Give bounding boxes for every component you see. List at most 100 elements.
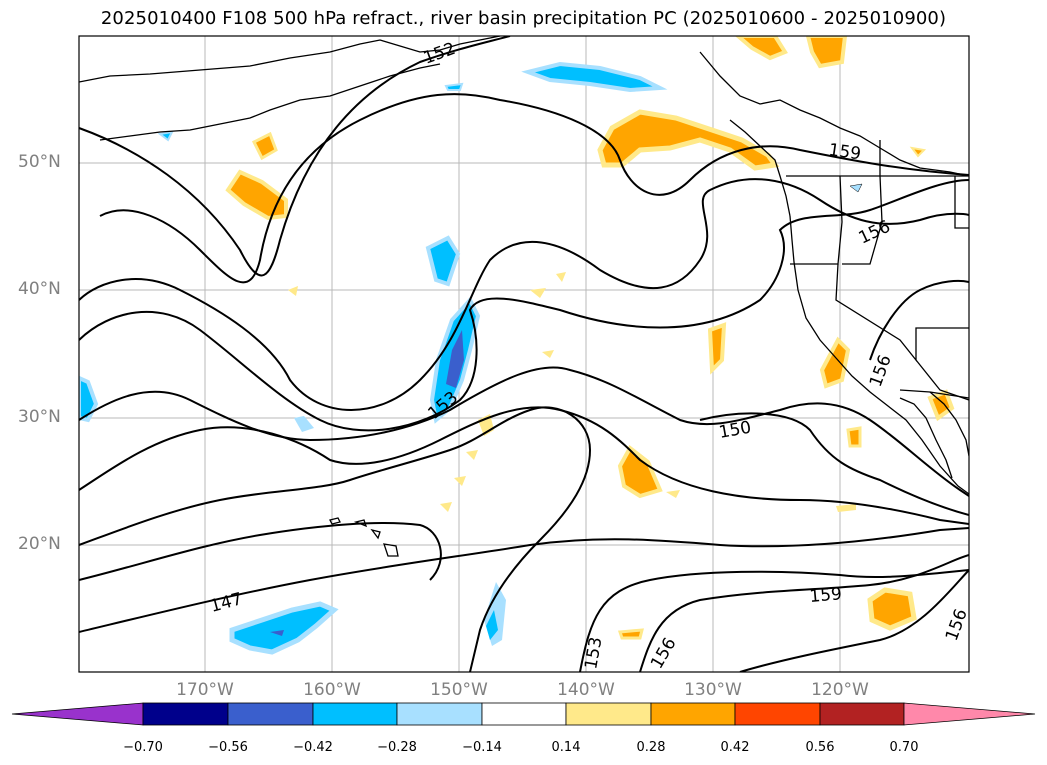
- lat-label-20: 20°N: [18, 534, 61, 554]
- shade-pos-small4: [836, 504, 856, 512]
- colorbar-tick: 0.14: [551, 740, 581, 755]
- shade-pos-small1: [846, 426, 862, 448]
- coast-bc: [729, 119, 791, 217]
- shade-neg-small-mid: [294, 416, 314, 432]
- border-states-1: [790, 175, 843, 265]
- border-us-mex: [899, 389, 969, 399]
- shade-neg-mid1: [425, 235, 461, 287]
- contour-8: [79, 522, 442, 581]
- shade-pos-small5: [530, 288, 546, 298]
- shade-pos-south1: [617, 444, 663, 499]
- coast-alaska: [79, 36, 501, 83]
- contour-14: [699, 412, 969, 516]
- coast-aleutians: [99, 63, 441, 141]
- contour-label: 159: [827, 140, 862, 164]
- shaded-regions: [79, 36, 955, 655]
- colorbar-bin-6: [650, 702, 736, 726]
- colorbar-tick: −0.70: [123, 740, 163, 755]
- colorbar-bin-7: [734, 702, 821, 726]
- contour-7: [79, 406, 592, 672]
- contour-10: [579, 569, 969, 672]
- shade-pos-alaska-top: [734, 36, 788, 61]
- shade-pos-south2: [867, 587, 917, 631]
- lat-label-30: 30°N: [18, 407, 61, 427]
- shade-pos-small10: [466, 450, 478, 460]
- shade-pos-bering1: [251, 131, 278, 161]
- shade-pos-small9: [454, 476, 466, 486]
- colorbar-tick: −0.56: [208, 740, 248, 755]
- coast-west-us: [789, 215, 969, 495]
- contour-9: [79, 527, 969, 633]
- colorbar-bin-5: [565, 702, 652, 726]
- colorbar-bin-1: [227, 702, 314, 726]
- lon-label-120w: 120°W: [811, 680, 869, 700]
- coast-se-alaska: [699, 51, 969, 177]
- contour-11: [639, 554, 969, 672]
- shade-neg-ridge-core: [446, 330, 464, 388]
- shade-pos-small7: [288, 286, 298, 296]
- hawaii-1: [329, 517, 341, 525]
- shade-neg-bc: [849, 183, 863, 193]
- hawaii-4: [383, 543, 399, 557]
- colorbar: [11, 702, 1036, 726]
- contour-2: [99, 93, 969, 284]
- border-states-3: [835, 263, 969, 362]
- colorbar-tick: 0.42: [720, 740, 750, 755]
- shade-pos-small12: [666, 490, 680, 498]
- colorbar-tick: −0.42: [293, 740, 333, 755]
- contour-3: [79, 178, 969, 411]
- shade-neg-south-core: [486, 610, 498, 640]
- colorbar-tick: −0.14: [462, 740, 502, 755]
- shade-pos-cal: [819, 336, 851, 389]
- contour-6: [79, 406, 969, 525]
- contour-4: [79, 179, 969, 432]
- colorbar-bin-0: [142, 702, 229, 726]
- colorbar-ext-high: [903, 702, 1036, 726]
- shade-pos-alaska-top2: [805, 36, 848, 69]
- colorbar-tick: −0.28: [377, 740, 417, 755]
- lon-label-150w: 150°W: [430, 680, 488, 700]
- contour-label: 159: [809, 584, 843, 607]
- map-frame: [78, 35, 970, 673]
- lon-label-160w: 160°W: [303, 680, 361, 700]
- lon-label-170w: 170°W: [176, 680, 234, 700]
- shade-pos-gulf: [597, 109, 780, 171]
- colorbar-bin-3: [396, 702, 483, 726]
- contour-5: [79, 366, 969, 497]
- contour-13: [869, 280, 969, 361]
- shade-pos-small6: [556, 272, 566, 282]
- colorbar-tick: 0.70: [889, 740, 919, 755]
- colorbar-bin-4: [481, 702, 567, 726]
- shade-neg-aleut-small: [157, 130, 174, 142]
- figure-title: 2025010400 F108 500 hPa refract., river …: [100, 8, 947, 29]
- shade-pos-small11: [542, 350, 554, 358]
- contour-12: [739, 569, 969, 672]
- colorbar-ext-low: [11, 702, 144, 726]
- colorbar-bin-2: [312, 702, 398, 726]
- colorbar-bin-8: [819, 702, 905, 726]
- coast-baja: [899, 397, 953, 479]
- shade-neg-alaska: [521, 61, 668, 93]
- border-canada-prov: [879, 140, 969, 229]
- hawaii-3: [370, 528, 381, 540]
- border-states-2: [842, 175, 883, 265]
- lon-label-130w: 130°W: [684, 680, 742, 700]
- shade-pos-small3: [617, 628, 644, 640]
- colorbar-tick: 0.56: [805, 740, 835, 755]
- colorbar-tick: 0.28: [636, 740, 666, 755]
- contour-lines: [79, 36, 969, 672]
- shade-pos-mid1: [707, 322, 727, 375]
- shade-neg-bottom-core: [270, 630, 284, 636]
- shade-pos-aleut: [225, 169, 288, 221]
- shade-pos-small13: [909, 146, 927, 158]
- lat-label-40: 40°N: [18, 279, 61, 299]
- coast-gulf-cal: [929, 391, 969, 457]
- map-area: [79, 36, 969, 672]
- lon-label-140w: 140°W: [557, 680, 615, 700]
- shade-pos-small8: [440, 502, 452, 512]
- lat-label-50: 50°N: [18, 152, 61, 172]
- shade-neg-bottom: [229, 601, 339, 655]
- coastlines: [79, 36, 969, 557]
- shade-neg-small-ak: [444, 82, 464, 91]
